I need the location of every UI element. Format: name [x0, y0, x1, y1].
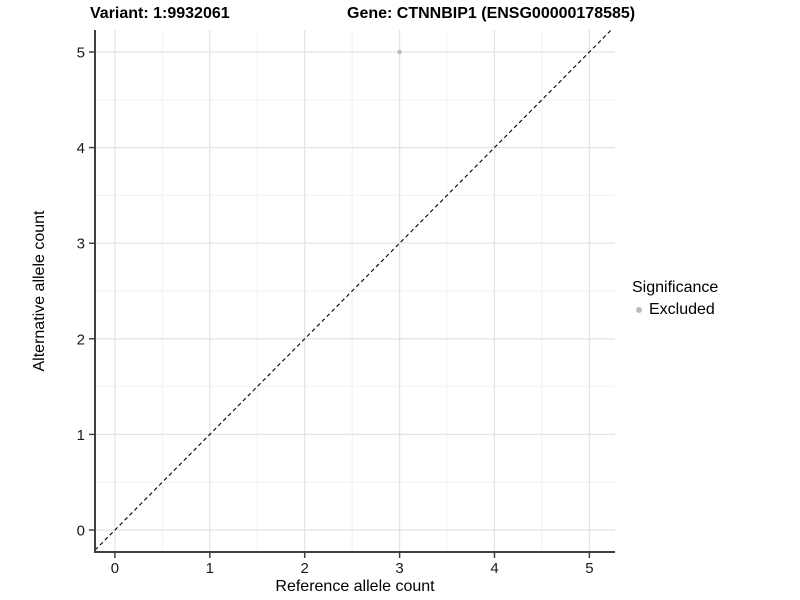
y-axis-title: Alternative allele count [31, 210, 48, 372]
y-tick-label: 4 [77, 140, 85, 157]
y-tick-label: 0 [77, 523, 85, 540]
data-points [397, 49, 402, 55]
x-tick-label: 3 [395, 560, 403, 577]
axes: 0 1 2 3 4 5 0 1 2 3 4 5 [77, 30, 615, 577]
legend-items: Excluded [632, 301, 718, 319]
variant-title: Variant: 1:9932061 [90, 5, 230, 22]
x-axis-title: Reference allele count [275, 578, 435, 595]
x-tick-label: 1 [206, 560, 214, 577]
legend-point-icon [636, 307, 642, 313]
y-tick-label: 5 [77, 44, 85, 61]
legend-title: Significance [632, 279, 719, 296]
data-point [397, 49, 402, 55]
x-tick-label: 4 [490, 560, 498, 577]
grid-minor [95, 30, 615, 552]
y-tick-label: 2 [77, 331, 85, 348]
legend-item: Excluded [632, 301, 718, 319]
y-tick-label: 1 [77, 427, 85, 444]
identity-reference-line [94, 29, 612, 551]
x-tick-label: 0 [111, 560, 119, 577]
identity-line [94, 29, 612, 551]
legend-item-label: Excluded [649, 301, 715, 318]
x-tick-label: 5 [585, 560, 593, 577]
gene-title: Gene: CTNNBIP1 (ENSG00000178585) [347, 5, 636, 22]
grid-major [95, 30, 615, 552]
y-tick-label: 3 [77, 236, 85, 253]
x-tick-label: 2 [301, 560, 309, 577]
legend: Significance Excluded [632, 278, 718, 319]
